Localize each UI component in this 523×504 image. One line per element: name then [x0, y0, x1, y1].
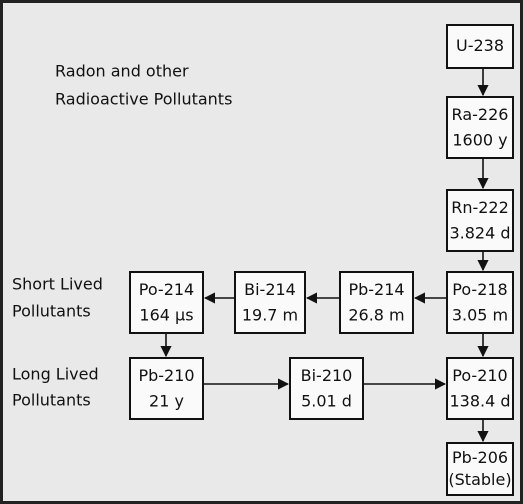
node-half-life: 5.01 d: [301, 391, 352, 410]
title-line: Radon and other: [55, 62, 189, 81]
arrows: [160, 69, 489, 443]
node-half-life: 3.824 d: [449, 223, 510, 242]
node-name: Pb-206: [452, 448, 508, 467]
nodes: U-238 Ra-226 1600 y Rn-222 3.824 d Po-218 3.05…: [129, 24, 514, 496]
node: Po-218 3.05 m: [446, 271, 514, 334]
node-box: [289, 357, 364, 420]
node-name: Pb-214: [348, 280, 404, 299]
node-name: Bi-210: [301, 366, 353, 385]
group-label: Pollutants: [12, 391, 91, 410]
title-line: Radioactive Pollutants: [55, 90, 232, 109]
node: Po-214 164 µs: [129, 271, 204, 334]
node-half-life: 3.05 m: [452, 305, 508, 324]
node-half-life: 1600 y: [452, 130, 507, 149]
node-box: [446, 271, 514, 334]
node-half-life: 164 µs: [139, 305, 193, 324]
node-box: [446, 24, 514, 69]
node: Ra-226 1600 y: [446, 96, 514, 159]
node-half-life: 26.8 m: [348, 305, 404, 324]
group-label: Pollutants: [12, 302, 91, 321]
node-name: Bi-214: [244, 280, 296, 299]
node: Pb-210 21 y: [129, 357, 204, 420]
node-box: [446, 96, 514, 159]
group-label: Short Lived: [12, 275, 103, 294]
node: Pb-214 26.8 m: [339, 271, 414, 334]
node-name: Pb-210: [138, 366, 194, 385]
node: U-238: [446, 24, 514, 69]
node-name: Ra-226: [452, 105, 509, 124]
node-box: [446, 357, 514, 420]
node: Po-210 138.4 d: [446, 357, 514, 420]
node-name: Po-218: [452, 280, 507, 299]
node: Rn-222 3.824 d: [446, 189, 514, 252]
node-box: [129, 357, 204, 420]
node-box: [234, 271, 306, 334]
node-half-life: (Stable): [448, 470, 511, 489]
node-name: U-238: [456, 36, 504, 55]
node-box: [446, 442, 514, 496]
node-box: [446, 189, 514, 252]
node-name: Rn-222: [451, 198, 509, 217]
node: Bi-214 19.7 m: [234, 271, 306, 334]
node: Bi-210 5.01 d: [289, 357, 364, 420]
node-half-life: 138.4 d: [449, 391, 510, 410]
node: Pb-206 (Stable): [446, 442, 514, 496]
node-half-life: 19.7 m: [242, 305, 298, 324]
node-name: Po-210: [452, 366, 507, 385]
node-box: [339, 271, 414, 334]
node-half-life: 21 y: [149, 391, 184, 410]
node-box: [129, 271, 204, 334]
group-label: Long Lived: [12, 365, 99, 384]
node-name: Po-214: [139, 280, 194, 299]
